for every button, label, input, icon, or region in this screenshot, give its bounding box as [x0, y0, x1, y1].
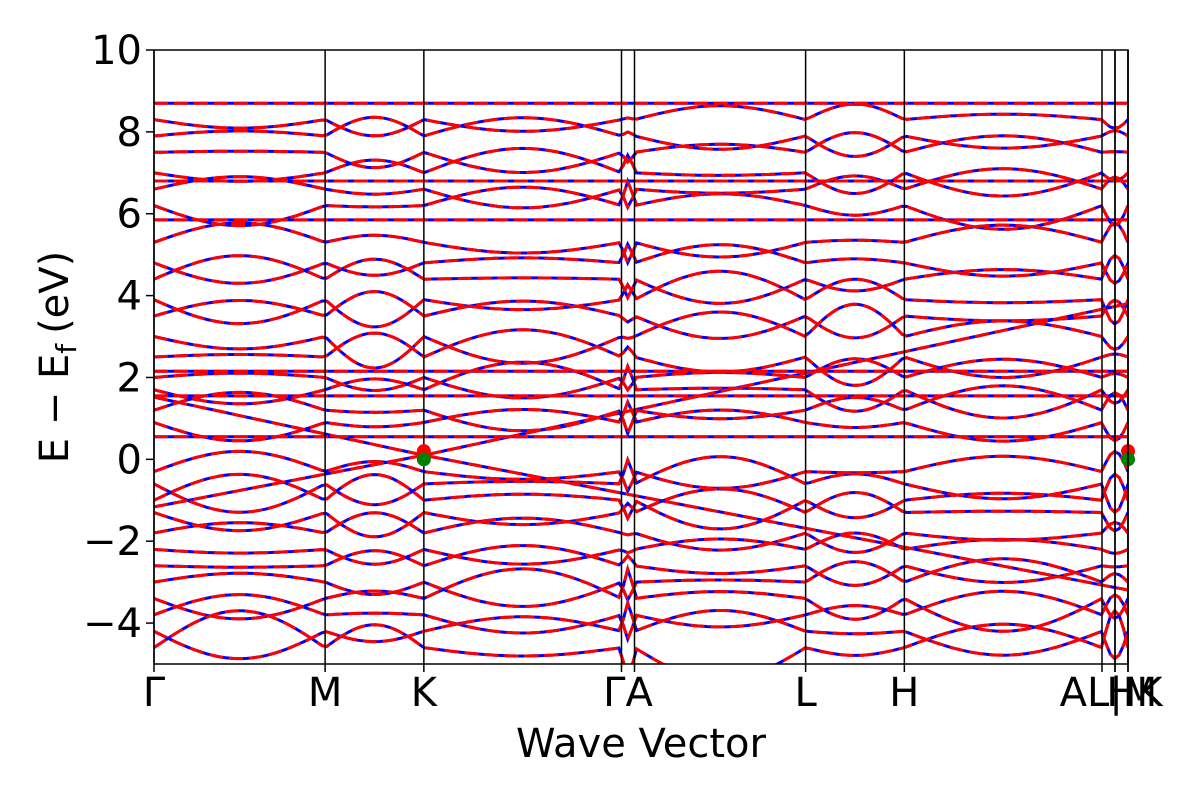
x-axis-ticks: Γ M K ΓA L H AL|MHK — [143, 664, 1164, 716]
band-line-red — [154, 563, 1128, 633]
svg-text:E − Ef(eV): E − Ef (eV) — [32, 251, 83, 464]
band-line-red — [154, 221, 1128, 267]
band-line-red — [154, 131, 1128, 174]
band-line-red — [154, 531, 1128, 566]
band-line-red — [154, 253, 1128, 305]
band-line-blue — [154, 289, 1128, 340]
x-tick-label: K — [411, 670, 439, 716]
y-tick-label: 2 — [117, 355, 142, 401]
band-line-red — [154, 487, 1128, 539]
band-line-red — [154, 511, 1128, 554]
band-line-red — [154, 328, 1128, 387]
band-line-red — [154, 360, 1128, 420]
x-tick-label: H — [889, 670, 919, 716]
band-marker — [416, 452, 431, 467]
band-line-red — [154, 398, 1128, 443]
band-line-red — [154, 449, 1128, 495]
band-line-red — [154, 557, 1128, 608]
band-line-red — [154, 167, 1128, 211]
band-line-blue — [154, 240, 1128, 286]
y-tick-label: −4 — [83, 601, 142, 647]
band-line-red — [154, 240, 1128, 286]
y-tick-label: 8 — [117, 110, 142, 156]
x-tick-label: HK — [1106, 670, 1164, 716]
band-line-red — [154, 455, 1128, 515]
band-line-red — [154, 289, 1128, 340]
x-axis-label: Wave Vector — [516, 721, 767, 767]
band-line-red — [154, 302, 1128, 370]
y-tick-label: 10 — [91, 28, 142, 74]
band-line-blue — [154, 453, 1128, 592]
band-line-red — [154, 453, 1128, 592]
band-line-red — [154, 384, 1128, 438]
band-line-blue — [154, 302, 1128, 457]
y-axis-label-unit: (eV) — [32, 251, 78, 334]
band-line-red — [154, 357, 1128, 400]
band-line-red — [154, 472, 1128, 531]
band-line-red — [154, 115, 1128, 158]
y-axis-label-subscript: f — [50, 343, 83, 354]
x-tick-label: Γ — [143, 670, 166, 716]
x-tick-label: AL|M — [1060, 670, 1158, 716]
band-line-red — [154, 146, 1128, 198]
band-line-red — [154, 597, 1128, 661]
band-line-red — [154, 589, 1128, 644]
y-axis-ticks: −4 −2 0 2 4 6 8 10 — [83, 28, 154, 647]
band-line-blue — [154, 511, 1128, 554]
plot-frame — [153, 49, 1129, 665]
x-tick-label: M — [308, 670, 343, 716]
band-line-red — [154, 608, 1128, 664]
y-tick-label: 6 — [117, 192, 142, 238]
high-symmetry-lines — [153, 50, 1129, 664]
band-lines — [154, 101, 1128, 664]
x-tick-label: ΓA — [603, 670, 653, 716]
marker-points — [416, 444, 1135, 467]
y-axis-label: E − Ef (eV) — [32, 251, 83, 464]
y-tick-label: −2 — [83, 519, 142, 565]
x-tick-label: L — [794, 670, 817, 716]
band-line-red — [154, 269, 1128, 329]
y-tick-label: 0 — [117, 437, 142, 483]
band-line-red — [154, 176, 1128, 231]
band-line-blue — [154, 102, 1128, 138]
band-line-red — [154, 302, 1128, 457]
y-axis-label-main: E − E — [32, 354, 78, 464]
y-tick-label: 4 — [117, 274, 142, 320]
band-line-red — [154, 102, 1128, 138]
band-line-red — [154, 544, 1128, 587]
